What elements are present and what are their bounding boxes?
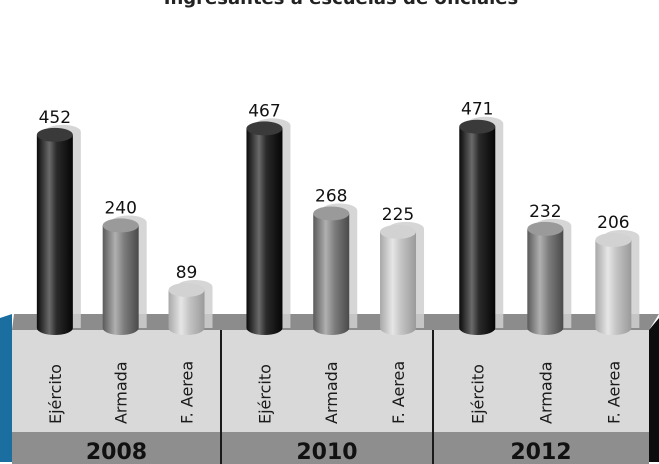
category-label: Armada [112, 361, 131, 424]
bar-cap [595, 232, 632, 247]
bar-2012-ejercito [459, 116, 504, 335]
category-label: Ejército [468, 364, 487, 424]
bar-cap [527, 221, 564, 236]
bar-2012-f-aerea [595, 229, 640, 335]
right-edge-block [649, 318, 659, 462]
chart-title: Ingresantes a escuelas de oficiales [164, 0, 518, 9]
bar-cap [246, 121, 283, 136]
year-label: 2008 [86, 440, 147, 464]
bar-cap [380, 224, 417, 239]
value-label: 206 [597, 213, 629, 233]
value-label: 89 [176, 263, 198, 283]
bar-2008-ejercito [36, 124, 81, 335]
bar-body [595, 239, 632, 335]
bar-body [102, 225, 139, 335]
bar-cap [102, 218, 139, 233]
bar-body [380, 231, 417, 335]
bar-2010-ejercito [246, 118, 291, 335]
year-labels-layer: 2008 2010 2012 [86, 440, 572, 464]
bar-2012-armada [527, 218, 572, 335]
year-label: 2010 [296, 440, 357, 464]
year-band [12, 432, 649, 464]
category-label: F. Aerea [604, 361, 623, 424]
value-label: 232 [529, 202, 561, 222]
value-label: 452 [39, 108, 71, 128]
bar-2008-armada [102, 215, 147, 335]
value-label: 467 [248, 101, 280, 121]
bar-body [459, 126, 496, 335]
bar-cap [36, 127, 73, 142]
category-label: F. Aerea [178, 361, 197, 424]
value-label: 268 [315, 186, 347, 206]
bar-2008-f-aerea [168, 279, 213, 335]
category-label: Ejército [255, 364, 274, 424]
category-label: Armada [322, 361, 341, 424]
bar-body [313, 213, 350, 335]
value-label: 471 [461, 100, 493, 120]
category-label-panel [12, 330, 649, 432]
bar-cap [168, 282, 205, 297]
bar-body [246, 128, 283, 335]
category-label: Armada [536, 361, 555, 424]
bar-cap [313, 206, 350, 221]
bar-2010-armada [313, 203, 358, 335]
value-label: 225 [382, 205, 414, 225]
left-accent-block [0, 314, 12, 462]
bar-body [168, 289, 205, 335]
bar-body [36, 134, 73, 335]
category-labels-layer: Ejército Armada F. Aerea Ejército Armada F. A… [46, 361, 624, 424]
bar-cap [459, 119, 496, 134]
bar-body [527, 228, 564, 335]
value-label: 240 [104, 198, 136, 218]
year-label: 2012 [510, 440, 571, 464]
category-label: Ejército [46, 364, 65, 424]
bars-layer: 452 240 89 467 268 225 471 232 206 [36, 100, 640, 335]
bar-2010-f-aerea [380, 221, 425, 335]
category-label: F. Aerea [389, 361, 408, 424]
